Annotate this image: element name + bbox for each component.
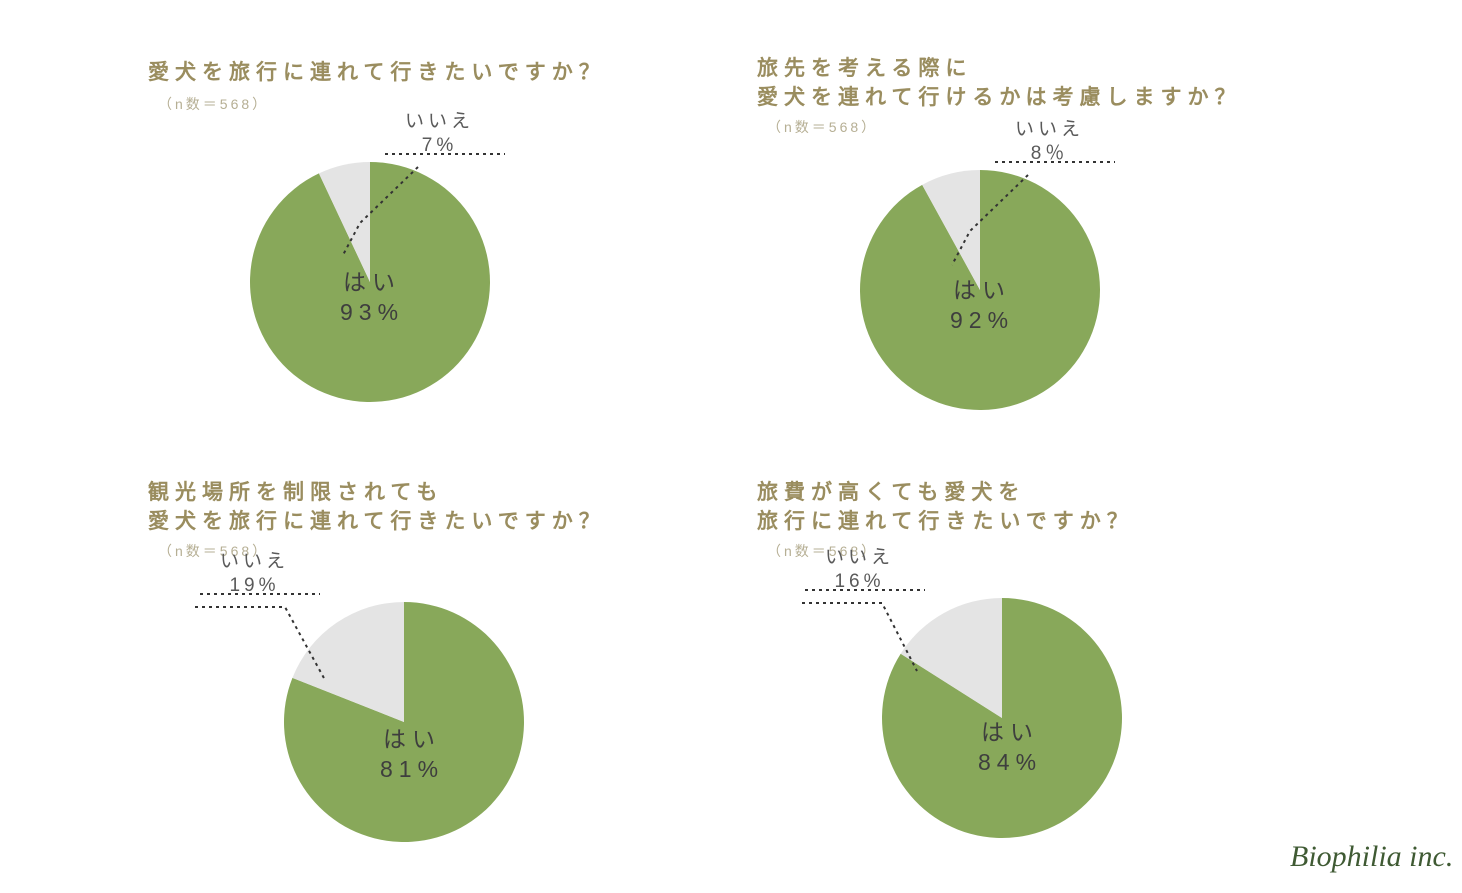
- leader-line: [1028, 163, 1428, 463]
- leader-line: [195, 595, 595, 893]
- pie-center-label: はい92%: [950, 276, 1014, 336]
- pie-callout-label: いいえ16%: [825, 546, 894, 594]
- chart-title: 旅費が高くても愛犬を 旅行に連れて行きたいですか？: [757, 478, 1134, 537]
- chart-title: 観光場所を制限されても 愛犬を旅行に連れて行きたいですか？: [148, 478, 606, 537]
- no-label: いいえ: [1015, 118, 1084, 142]
- n-count-label: （n数＝568）: [158, 94, 269, 114]
- leader-line: [418, 155, 818, 455]
- n-count-label: （n数＝568）: [767, 117, 878, 137]
- pie-callout-label: いいえ7%: [405, 110, 474, 158]
- pie-callout-label: いいえ8％: [1015, 118, 1084, 166]
- pie-center-label: はい93%: [340, 268, 404, 328]
- yes-pct: 93%: [340, 298, 404, 328]
- no-label: いいえ: [405, 110, 474, 134]
- chart-title: 愛犬を旅行に連れて行きたいですか？: [148, 58, 606, 87]
- brand-logo: Biophilia inc.: [1290, 840, 1453, 874]
- yes-label: はい: [950, 276, 1014, 306]
- chart-title: 旅先を考える際に 愛犬を連れて行けるかは考慮しますか？: [757, 54, 1242, 113]
- no-label: いいえ: [220, 550, 289, 574]
- pie-callout-label: いいえ19%: [220, 550, 289, 598]
- no-label: いいえ: [825, 546, 894, 570]
- yes-pct: 92%: [950, 306, 1014, 336]
- yes-label: はい: [340, 268, 404, 298]
- leader-line: [802, 591, 1202, 891]
